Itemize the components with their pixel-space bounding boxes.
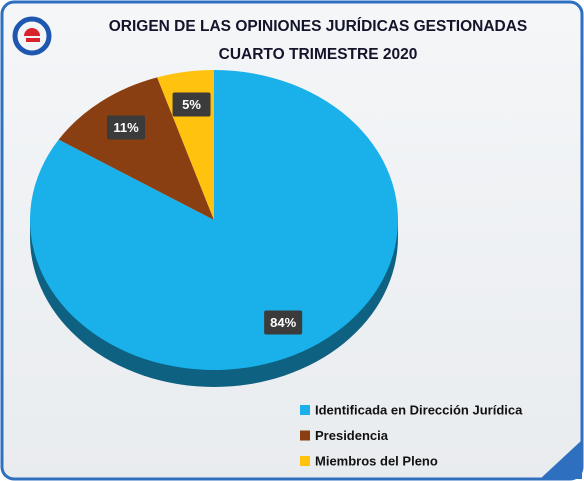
data-label-box bbox=[172, 92, 211, 117]
data-label-box bbox=[264, 310, 303, 335]
pie-slice bbox=[58, 77, 214, 220]
chart-title: ORIGEN DE LAS OPINIONES JURÍDICAS GESTIO… bbox=[109, 18, 528, 35]
legend-swatch bbox=[300, 456, 310, 466]
chart-subtitle: CUARTO TRIMESTRE 2020 bbox=[219, 46, 418, 63]
data-label: 84% bbox=[270, 315, 296, 330]
legend-swatch bbox=[300, 430, 310, 441]
legend-label: Identificada en Dirección Jurídica bbox=[315, 402, 523, 417]
legend-swatch bbox=[300, 405, 310, 415]
legend-label: Miembros del Pleno bbox=[315, 453, 438, 468]
legend-label: Presidencia bbox=[315, 428, 389, 443]
data-label: 5% bbox=[182, 97, 201, 112]
corner-accent bbox=[540, 440, 582, 479]
data-label-box bbox=[107, 115, 146, 140]
logo bbox=[12, 16, 52, 56]
data-label: 11% bbox=[113, 120, 139, 135]
